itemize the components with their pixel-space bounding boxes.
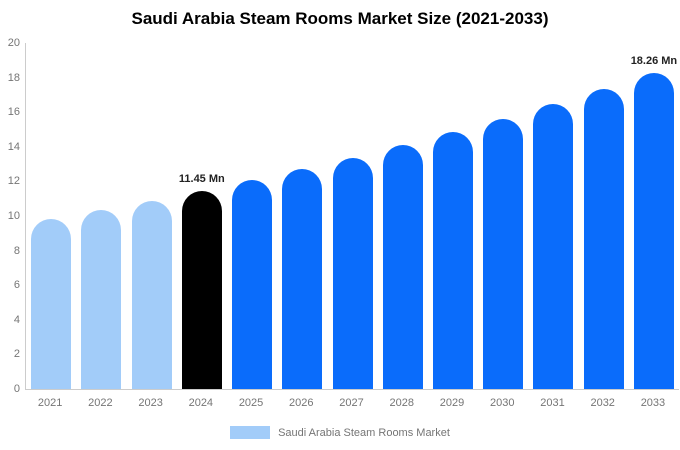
bar-2021	[31, 219, 72, 389]
x-tick-label: 2031	[540, 397, 565, 409]
bar-column-2022	[76, 43, 126, 389]
y-tick-label: 18	[7, 71, 20, 84]
bar-column-2026	[277, 43, 327, 389]
y-tick-label: 10	[7, 210, 20, 222]
legend: Saudi Arabia Steam Rooms Market	[0, 426, 680, 439]
bar-2022	[81, 210, 122, 389]
bar-column-2029	[428, 43, 478, 389]
bar-column-2031	[528, 43, 578, 389]
bar-2029	[432, 132, 473, 389]
y-tick-label: 8	[13, 244, 20, 257]
y-tick-label: 2	[13, 348, 20, 361]
bar-2032	[583, 89, 624, 389]
chart-title: Saudi Arabia Steam Rooms Market Size (20…	[131, 9, 549, 28]
bar-2030	[483, 118, 524, 389]
bar-column-2023	[126, 43, 176, 389]
bar-column-2021	[26, 43, 76, 389]
bar-column-2030	[478, 43, 528, 389]
x-tick-label: 2033	[640, 397, 666, 409]
x-tick-label: 2027	[339, 397, 364, 409]
x-tick-label: 2025	[238, 397, 264, 409]
bar-column-2024: 11.45 Mn	[177, 43, 227, 389]
bar-2026	[282, 169, 323, 389]
plot-area: 11.45 Mn 18.26 Mn	[25, 43, 679, 390]
y-tick-label: 20	[7, 37, 20, 49]
bar-2033	[633, 73, 674, 389]
bar-column-2025	[227, 43, 277, 389]
y-tick-label: 0	[13, 383, 20, 395]
x-tick-label: 2022	[88, 397, 113, 409]
bar-value-label: 11.45 Mn	[178, 172, 225, 185]
x-axis: 2021 2022 2023 2024 2025 2026 2027 2028 2029 2030…	[25, 397, 678, 409]
x-tick-label: 2026	[289, 397, 314, 409]
bar-2027	[332, 157, 373, 389]
bar-2031	[533, 104, 574, 389]
bar-column-2027	[327, 43, 377, 389]
bar-2025	[232, 180, 273, 389]
x-tick-label: 2030	[489, 397, 515, 409]
x-tick-label: 2023	[138, 397, 163, 409]
y-axis: 0 2 4 6 8 10 12 14 16 18 20	[0, 37, 20, 395]
bar-value-label: 18.26 Mn	[630, 55, 678, 68]
legend-swatch	[230, 426, 271, 439]
y-tick-label: 12	[7, 175, 20, 188]
bar-2028	[382, 145, 423, 389]
y-tick-label: 14	[7, 140, 20, 153]
x-tick-label: 2021	[37, 397, 63, 409]
legend-label: Saudi Arabia Steam Rooms Market	[278, 426, 450, 439]
bar-column-2028	[378, 43, 428, 389]
bar-2023	[131, 200, 172, 389]
x-tick-label: 2024	[188, 397, 214, 409]
x-tick-label: 2029	[439, 397, 465, 409]
bar-column-2033: 18.26 Mn	[629, 43, 679, 389]
bar-2024	[181, 190, 222, 389]
y-tick-label: 16	[7, 106, 20, 119]
bar-column-2032	[579, 43, 629, 389]
y-tick-label: 4	[13, 313, 20, 326]
y-tick-label: 6	[13, 279, 20, 292]
x-tick-label: 2028	[389, 397, 414, 409]
x-tick-label: 2032	[590, 397, 615, 409]
